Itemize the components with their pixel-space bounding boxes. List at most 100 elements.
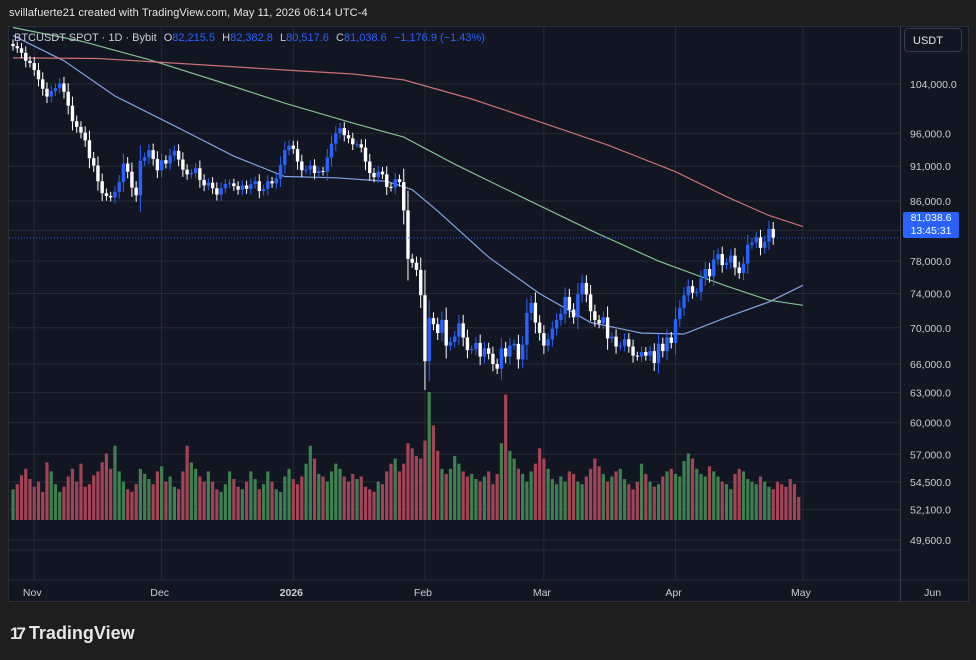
time-tick-label: Mar (533, 587, 552, 599)
low-value: 80,517.6 (286, 32, 329, 44)
volume-bar (512, 458, 516, 520)
candle-body (87, 140, 92, 159)
volume-bar (504, 394, 508, 520)
volume-bar (436, 450, 440, 520)
volume-bar (754, 484, 758, 520)
candle-body (737, 267, 741, 274)
volume-bar (461, 471, 465, 520)
volume-bar (419, 458, 423, 520)
volume-bar (559, 476, 563, 520)
candle-body (550, 328, 555, 340)
candle-body (58, 83, 62, 89)
price-tick-label: 66,000.0 (910, 359, 951, 371)
volume-bar (780, 484, 784, 520)
candle-body (695, 291, 699, 293)
candle-body (393, 179, 397, 188)
candle-body (155, 158, 160, 171)
candle-body (261, 188, 266, 192)
candle-body (325, 157, 329, 172)
volume-bar (189, 462, 193, 520)
candle-body (253, 181, 257, 185)
candle-body (546, 339, 550, 346)
candle-body (529, 302, 533, 313)
candle-body (41, 79, 45, 89)
candle-body (62, 83, 66, 92)
volume-bar (181, 471, 185, 520)
volume-bar (406, 443, 410, 520)
volume-bar (45, 462, 49, 520)
candle-body (665, 337, 669, 352)
volume-bar (767, 486, 771, 520)
volume-bar (393, 458, 397, 520)
candle-body (419, 269, 423, 296)
volume-bar (542, 458, 546, 520)
volume-bar (763, 481, 767, 520)
currency-button[interactable]: USDT (904, 28, 962, 52)
volume-bar (410, 448, 414, 520)
close-key: C (336, 32, 344, 44)
candle-body (389, 186, 393, 188)
volume-bar (648, 481, 652, 520)
price-tick-label: 60,000.0 (910, 418, 951, 430)
volume-bar (334, 463, 338, 520)
volume-bar (639, 463, 644, 520)
candle-body (240, 185, 245, 190)
tradingview-logo[interactable]: 17 TradingView (10, 623, 135, 644)
candle-body (342, 128, 346, 136)
candle-body (257, 181, 262, 192)
candle-body (236, 186, 240, 190)
volume-bar (678, 476, 682, 520)
volume-bar (232, 479, 236, 520)
volume-bar (270, 481, 274, 520)
candle-body (168, 155, 172, 164)
time-tick-label: Apr (665, 587, 682, 599)
candle-body (304, 169, 308, 171)
candle-body (75, 121, 79, 127)
volume-bar (572, 473, 576, 520)
volume-bar (576, 481, 580, 520)
candle-body (244, 185, 249, 189)
volume-bar (253, 479, 257, 520)
volume-bar (746, 479, 750, 520)
candle-body (172, 150, 177, 156)
candle-body (210, 182, 215, 189)
volume-bar (109, 468, 113, 520)
candle-body (24, 52, 28, 61)
candle-body (206, 182, 211, 186)
candle-body (19, 48, 24, 53)
volume-bar (521, 473, 525, 520)
volume-bar (652, 486, 656, 520)
time-tick-label: Feb (414, 587, 432, 599)
volume-bar (397, 471, 402, 520)
volume-bar (359, 476, 363, 520)
candle-body (605, 317, 610, 339)
candle-body (380, 171, 385, 175)
candle-body (49, 91, 53, 97)
candle-body (159, 160, 164, 171)
volume-bar (771, 489, 775, 520)
candle-body (372, 173, 376, 178)
candle-body (121, 163, 126, 182)
candle-body (656, 343, 661, 364)
volume-bar (368, 489, 372, 520)
candle-body (686, 286, 690, 296)
candle-body (648, 351, 652, 356)
volume-bar (58, 491, 62, 520)
candle-body (707, 269, 712, 277)
candle-body (482, 348, 487, 357)
candle-body (724, 262, 729, 266)
volume-bar (431, 425, 436, 520)
candle-body (614, 336, 618, 347)
volume-bar (92, 475, 96, 520)
price-tick-label: 86,000.0 (910, 196, 951, 208)
volume-bar (474, 479, 478, 520)
candle-body (465, 337, 470, 351)
volume-bar (775, 481, 780, 520)
volume-bar (508, 450, 512, 520)
volume-bar (236, 486, 240, 520)
volume-bar (66, 476, 70, 520)
price-tick-label: 78,000.0 (910, 256, 951, 268)
candle-body (571, 309, 576, 318)
volume-bar (325, 481, 329, 520)
